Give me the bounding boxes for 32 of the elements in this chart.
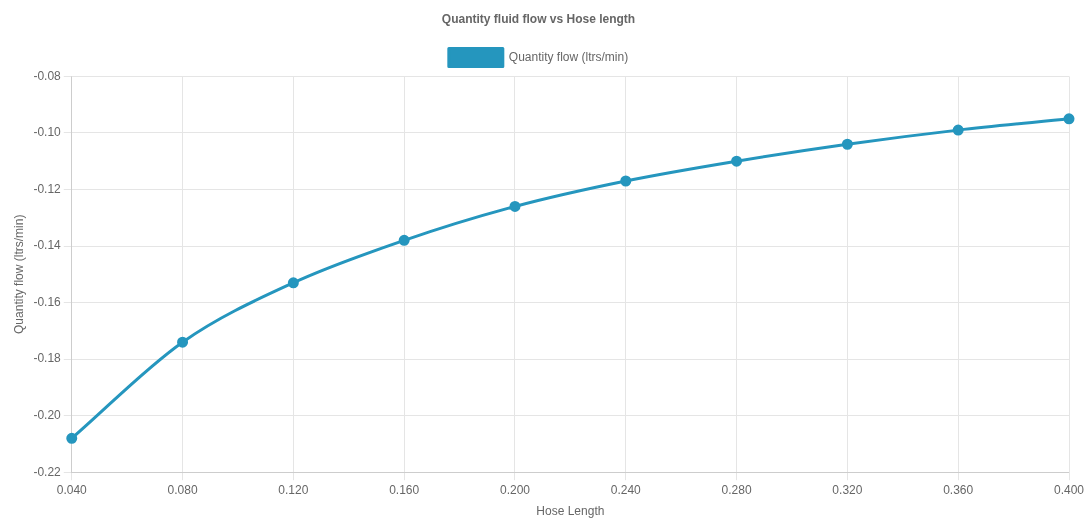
chart-title: Quantity fluid flow vs Hose length: [441, 11, 636, 26]
y-axis-title: Quantity flow (ltrs/min): [11, 214, 26, 334]
y-tick-label: -0.18: [33, 351, 62, 366]
point: [177, 336, 189, 348]
x-tick-label: 0.400: [1053, 482, 1085, 497]
x-tick-label: 0.360: [943, 482, 974, 497]
y-tick-label: -0.08: [33, 68, 62, 83]
point: [731, 155, 743, 167]
x-tick-label: 0.040: [56, 482, 88, 497]
point: [66, 432, 78, 444]
x-tick-label: 0.120: [278, 482, 309, 497]
x-tick-label: 0.200: [499, 482, 531, 497]
y-tick-label: -0.16: [33, 294, 62, 309]
point: [620, 175, 632, 187]
point: [1063, 113, 1075, 125]
point: [841, 138, 853, 150]
legend-label: Quantity flow (ltrs/min): [508, 49, 629, 64]
point: [509, 200, 521, 212]
y-tick-label: -0.20: [33, 407, 62, 422]
x-tick-label: 0.320: [832, 482, 863, 497]
point: [952, 124, 964, 136]
x-tick-label: 0.240: [610, 482, 642, 497]
point: [287, 277, 299, 289]
x-axis-title: Hose Length: [536, 504, 605, 519]
y-tick-label: -0.22: [33, 464, 62, 479]
x-tick-label: 0.160: [389, 482, 420, 497]
point: [398, 234, 410, 246]
y-tick-label: -0.14: [33, 238, 62, 253]
y-tick-label: -0.10: [33, 125, 62, 140]
y-tick-label: -0.12: [33, 181, 62, 196]
x-tick-label: 0.080: [167, 482, 198, 497]
x-tick-label: 0.280: [721, 482, 752, 497]
